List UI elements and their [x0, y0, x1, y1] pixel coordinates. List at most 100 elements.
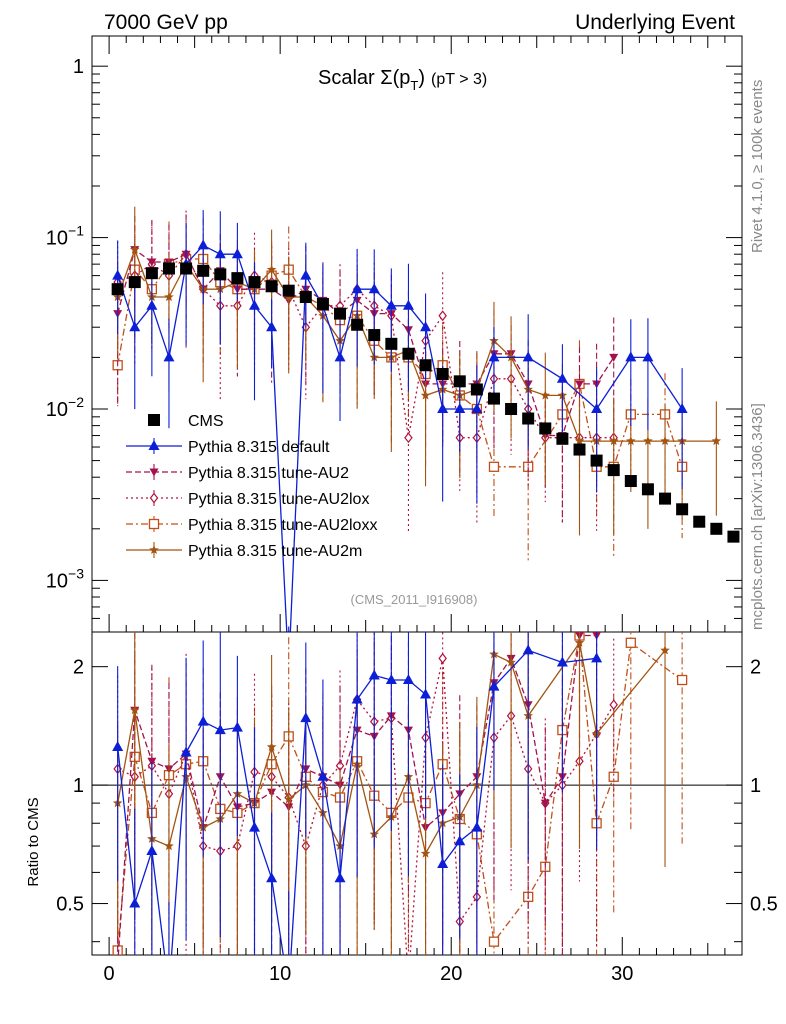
marker-cms: [436, 368, 449, 381]
legend-marker-cms: [148, 414, 160, 426]
marker-default: [129, 321, 141, 332]
ratio-y-tick-label: 0.5: [56, 894, 84, 916]
marker-cms: [453, 375, 466, 388]
ratio-marker-au2: [540, 799, 550, 808]
marker-cms: [265, 280, 278, 293]
marker-cms: [162, 262, 175, 275]
marker-cms: [128, 276, 141, 289]
legend-marker-au2m: [149, 545, 159, 554]
ratio-x-tick-label: 10: [269, 963, 291, 985]
ratio-marker-au2: [147, 757, 157, 766]
title-close-text: ): [418, 67, 425, 89]
main-chart-title: Scalar Σ(pT) (pT > 3): [318, 67, 487, 93]
series-line-au2: [117, 248, 615, 437]
marker-cms: [180, 262, 193, 275]
ratio-marker-default: [112, 740, 124, 751]
marker-cms: [316, 297, 329, 310]
ratio-series-au2lox: [113, 632, 618, 955]
ratio-marker-default: [385, 673, 397, 684]
ratio-marker-au2m: [660, 645, 670, 655]
ratio-marker-default: [591, 652, 603, 663]
legend-marker-au2lox: [149, 492, 159, 504]
ratio-marker-au2lox: [438, 652, 447, 664]
marker-default: [214, 248, 226, 259]
marker-cms: [522, 412, 535, 425]
ratio-marker-default: [556, 656, 568, 667]
main-panel: 1 10−1 10−2 10−3 Scalar Σ(pT) (pT > 3) (CMS_…: [46, 35, 743, 633]
main-y-tick-label: 10−1: [46, 223, 84, 250]
legend-item-default: Pythia 8.315 default: [126, 438, 330, 456]
marker-default: [642, 351, 654, 362]
marker-default: [454, 402, 466, 413]
marker-cms: [214, 268, 227, 281]
legend-label-au2m: Pythia 8.315 tune-AU2m: [188, 543, 362, 560]
ratio-marker-default: [317, 770, 329, 781]
marker-cms: [710, 522, 723, 535]
rivet-version-label: Rivet 4.1.0, ≥ 100k events: [749, 80, 766, 253]
marker-au2lox: [404, 432, 413, 444]
title-main-text: Scalar: [318, 67, 380, 89]
marker-au2m: [711, 436, 722, 446]
marker-au2m: [164, 292, 174, 302]
marker-cms: [351, 318, 364, 331]
marker-cms: [197, 264, 210, 277]
marker-cms: [641, 483, 654, 496]
ratio-marker-au2loxx: [625, 637, 636, 648]
ratio-x-tick-label: 20: [440, 963, 462, 985]
series-cms: [111, 262, 740, 543]
marker-default: [112, 269, 124, 280]
legend-marker-au2loxx: [148, 518, 160, 530]
ratio-marker-au2m: [420, 848, 431, 858]
ratio-line-au2loxx: [117, 635, 683, 951]
main-y-tick-label: 10−3: [46, 565, 84, 592]
legend-item-au2m: Pythia 8.315 tune-AU2m: [126, 542, 362, 560]
ratio-marker-au2lox: [609, 699, 618, 711]
mcplots-credit-label: mcplots.cern.ch [arXiv:1306.3436]: [749, 403, 766, 630]
marker-default: [163, 351, 175, 362]
marker-default: [300, 269, 312, 280]
ratio-marker-default: [437, 858, 449, 869]
marker-cms: [334, 307, 347, 320]
legend-label-cms: CMS: [188, 413, 224, 430]
marker-default: [522, 351, 534, 362]
legend-label-au2lox: Pythia 8.315 tune-AU2lox: [188, 491, 369, 508]
analysis-watermark: (CMS_2011_I916908): [351, 592, 478, 607]
marker-au2m: [574, 436, 585, 446]
marker-au2: [147, 258, 157, 267]
main-y-tick-label: 10−2: [46, 394, 84, 421]
marker-cms: [145, 267, 158, 280]
ratio-marker-default: [129, 897, 141, 908]
ratio-y-tick-label: 1: [73, 775, 84, 797]
ratio-marker-default: [420, 688, 432, 699]
marker-default: [146, 299, 158, 310]
title-sigma-text: Σ(p: [380, 67, 410, 89]
marker-default: [266, 321, 278, 332]
marker-cms: [487, 392, 500, 405]
ratio-marker-default: [402, 673, 414, 684]
marker-cms: [659, 492, 672, 505]
marker-au2: [609, 353, 619, 362]
marker-cms: [727, 530, 740, 543]
ratio-marker-default: [471, 821, 483, 832]
ratio-x-axis: 0 10 20 30: [104, 937, 726, 985]
ratio-marker-au2loxx: [676, 674, 688, 686]
marker-au2m: [609, 436, 619, 446]
marker-default: [591, 402, 603, 413]
marker-default: [351, 283, 363, 294]
marker-cms: [470, 383, 483, 396]
marker-default: [231, 248, 243, 259]
marker-au2m: [266, 264, 277, 274]
legend-label-au2: Pythia 8.315 tune-AU2: [188, 465, 349, 482]
marker-cms: [402, 347, 415, 360]
marker-default: [402, 299, 414, 310]
title-sub-text: T: [410, 78, 418, 93]
marker-default: [197, 239, 209, 250]
legend-label-default: Pythia 8.315 default: [188, 439, 330, 456]
marker-cms: [282, 284, 295, 297]
marker-default: [676, 402, 688, 413]
legend-item-au2: Pythia 8.315 tune-AU2: [126, 464, 349, 482]
marker-cms: [299, 291, 312, 304]
ratio-y-axis: 0.5 0.5 1 1 2 2: [56, 657, 778, 943]
series-default: [112, 210, 688, 632]
